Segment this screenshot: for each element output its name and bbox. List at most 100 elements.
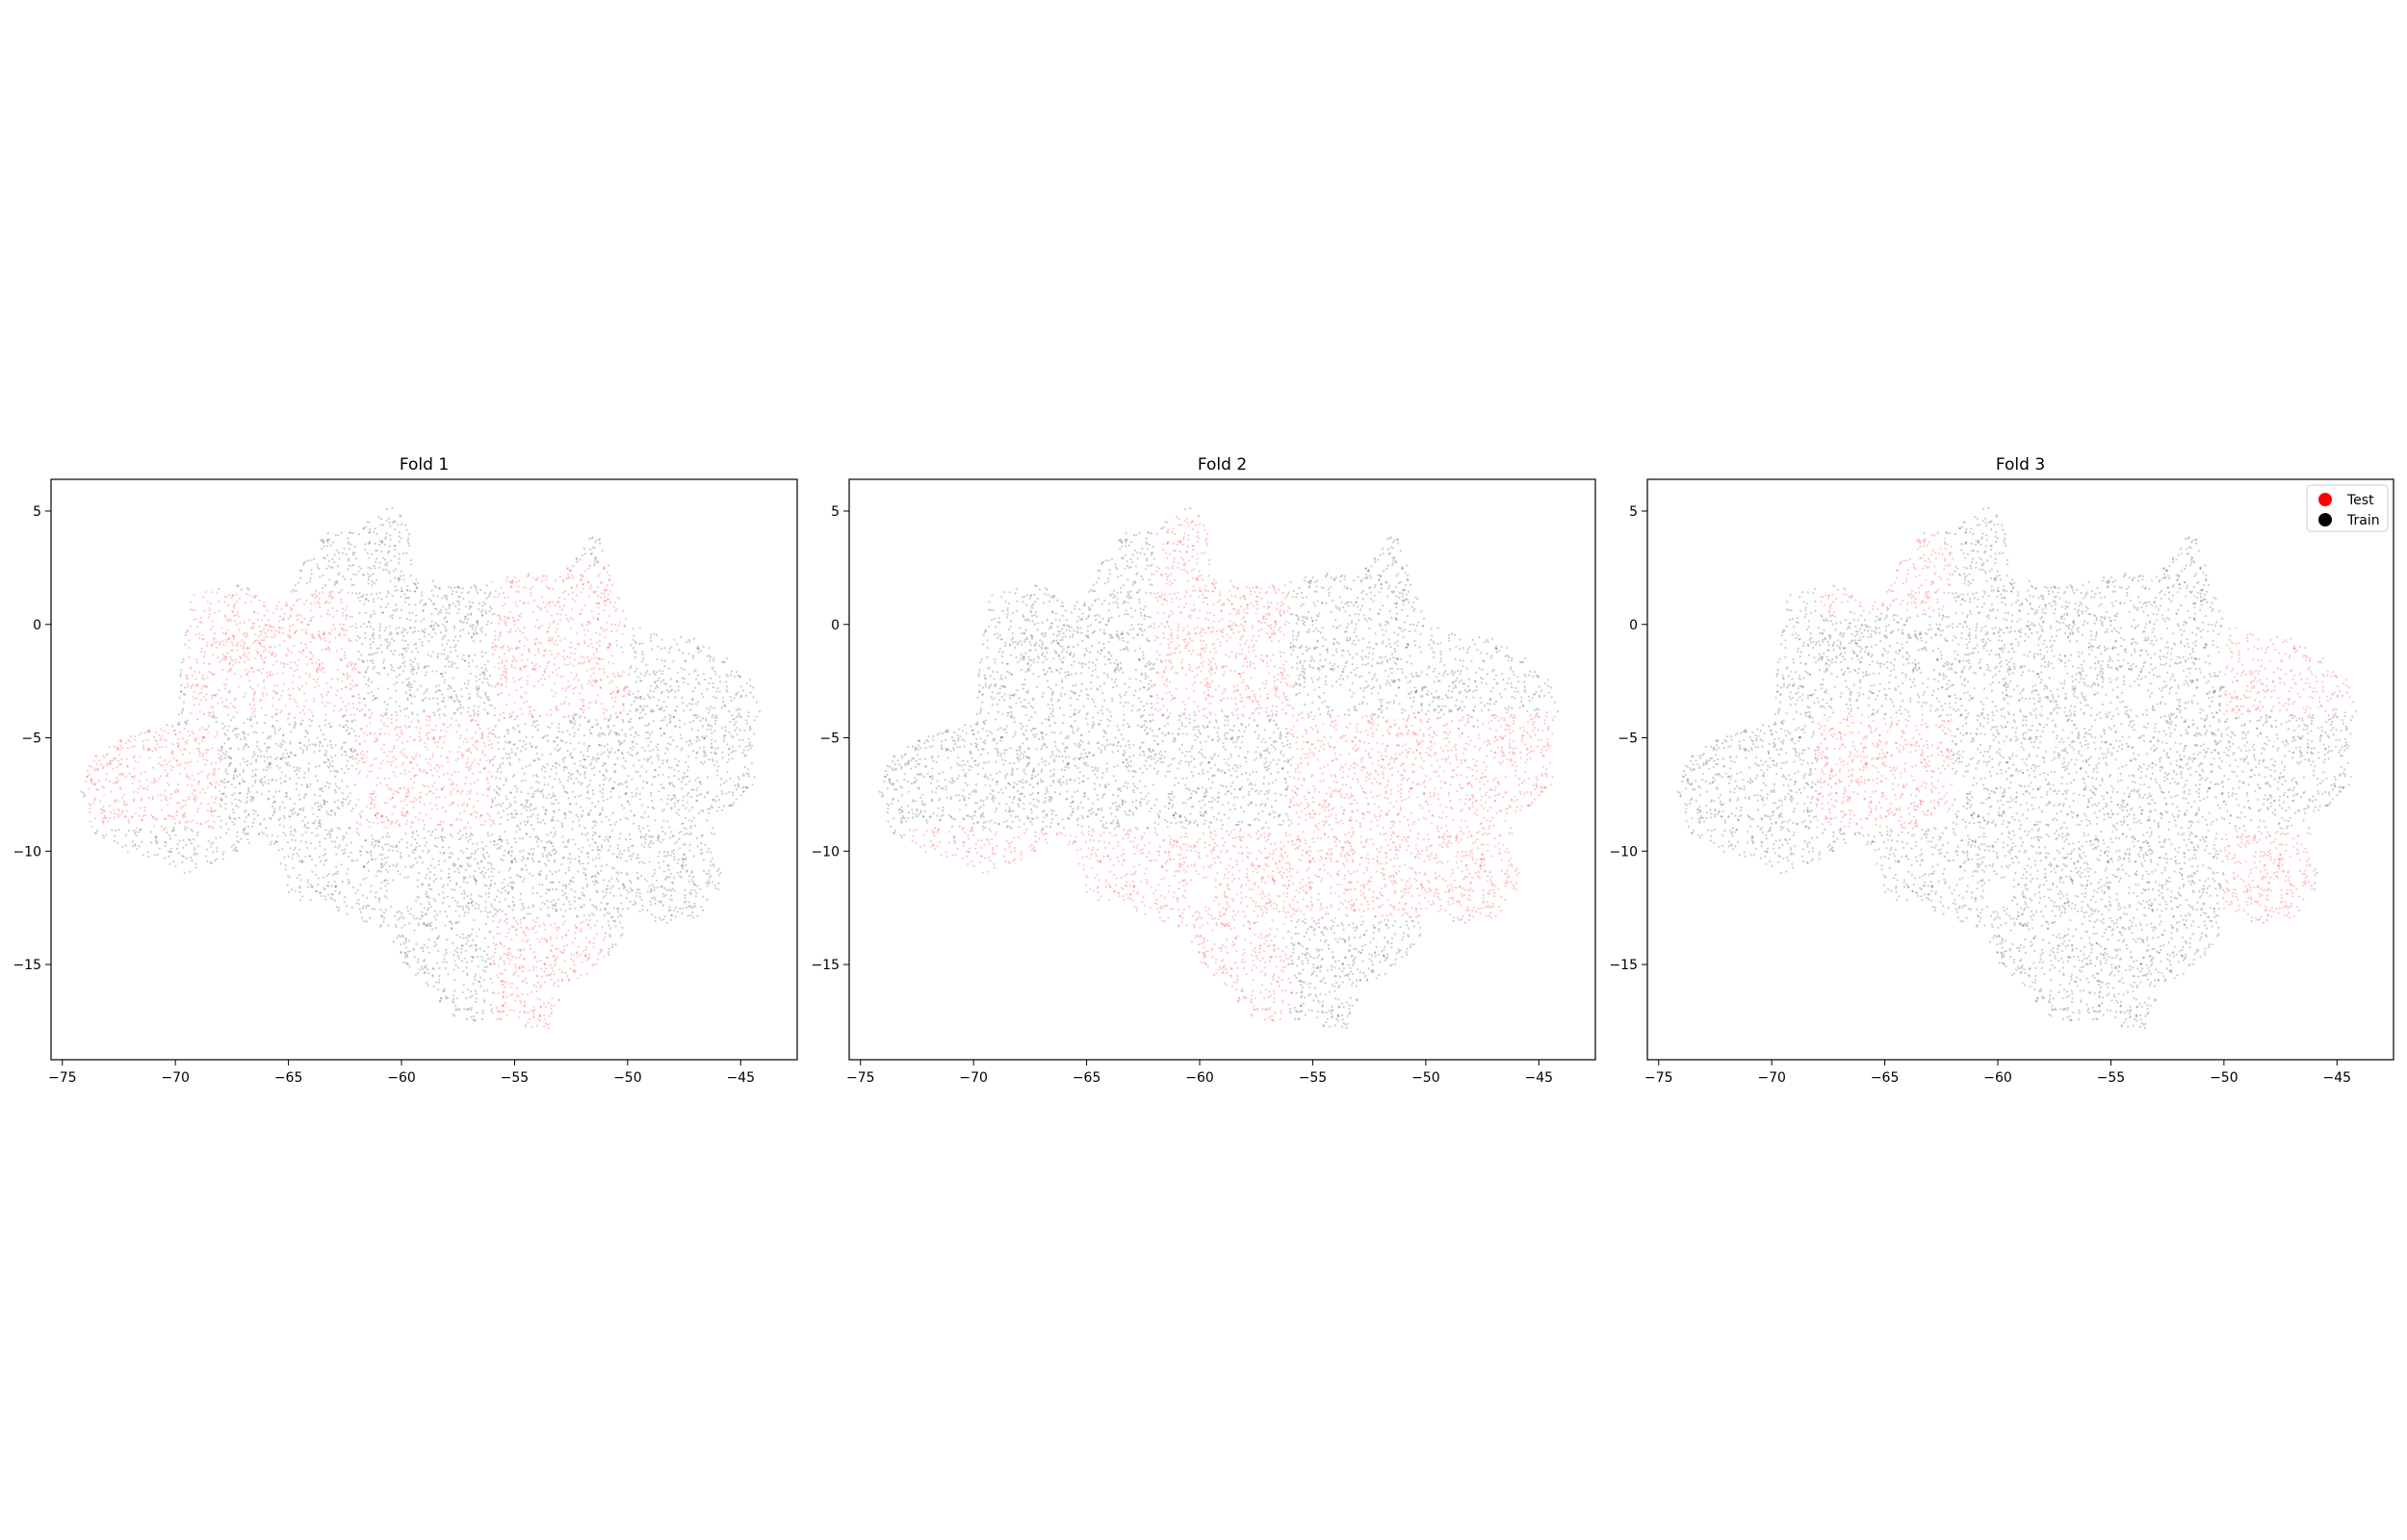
train-point [512, 882, 516, 885]
train-point [379, 517, 382, 521]
train-point [662, 679, 665, 681]
train-point [564, 886, 568, 889]
train-point [229, 817, 232, 820]
train-point [539, 870, 542, 873]
train-point [279, 746, 283, 749]
test-point [521, 939, 524, 942]
train-point [444, 634, 447, 637]
train-point [531, 792, 535, 796]
train-point [582, 765, 585, 768]
train-point [256, 814, 260, 817]
train-point [320, 823, 323, 826]
train-point [212, 841, 215, 844]
train-point [705, 882, 708, 885]
train-point [557, 763, 561, 766]
train-point [520, 812, 523, 815]
train-point [727, 758, 731, 761]
train-point [325, 859, 328, 861]
train-point [654, 915, 657, 919]
test-point [542, 1025, 546, 1028]
train-point [690, 871, 693, 874]
train-point [389, 697, 392, 700]
test-point [461, 757, 464, 759]
train-point [643, 811, 646, 814]
train-point [302, 796, 306, 799]
train-point [303, 825, 306, 828]
train-point [593, 831, 596, 834]
train-point [382, 524, 385, 526]
train-point [375, 696, 378, 700]
train-point [619, 894, 623, 897]
train-point [395, 675, 399, 679]
train-point [737, 691, 739, 694]
train-point [461, 695, 464, 698]
train-point [557, 749, 560, 752]
train-point [479, 871, 482, 874]
train-point [642, 657, 645, 660]
train-point [498, 736, 501, 739]
test-point [224, 705, 227, 707]
train-point [385, 835, 388, 838]
train-point [385, 879, 388, 882]
train-point [599, 790, 602, 793]
train-point [373, 582, 375, 585]
train-point [748, 743, 752, 747]
train-point [651, 806, 654, 809]
train-point [284, 757, 287, 759]
train-point [554, 904, 557, 907]
train-point [471, 842, 475, 846]
train-point [499, 778, 502, 781]
train-point [379, 887, 382, 890]
test-point [311, 636, 314, 639]
train-point [580, 751, 582, 754]
train-point [359, 850, 362, 853]
train-point [193, 853, 195, 856]
train-point [435, 685, 438, 688]
train-point [529, 853, 531, 856]
test-point [102, 765, 105, 768]
train-point [126, 850, 129, 853]
train-point [415, 614, 418, 617]
train-point [225, 751, 228, 754]
train-point [453, 700, 455, 703]
train-point [422, 967, 425, 970]
train-point [399, 872, 401, 876]
test-point [251, 596, 254, 599]
train-point [658, 677, 660, 680]
train-point [702, 696, 705, 699]
train-point [337, 807, 340, 810]
train-point [645, 781, 648, 783]
train-point [432, 602, 435, 605]
train-point [638, 895, 642, 899]
train-point [194, 866, 197, 869]
train-point [322, 574, 324, 577]
train-point [295, 787, 298, 790]
train-point [373, 530, 375, 533]
train-point [319, 740, 322, 743]
train-point [473, 705, 477, 707]
train-point [455, 997, 458, 1000]
train-point [304, 855, 307, 859]
train-point [373, 598, 375, 601]
train-point [660, 706, 663, 708]
train-point [678, 837, 681, 841]
train-point [95, 832, 98, 834]
train-point [473, 633, 476, 636]
train-point [443, 989, 446, 992]
train-point [594, 556, 597, 559]
train-point [615, 733, 618, 736]
train-point [427, 830, 430, 833]
train-point [266, 737, 269, 740]
train-point [500, 771, 503, 774]
train-point [400, 855, 402, 858]
train-point [493, 867, 496, 870]
train-point [341, 849, 344, 852]
train-point [573, 732, 577, 734]
train-point [663, 886, 666, 889]
train-point [598, 835, 601, 838]
test-point [331, 590, 334, 593]
train-point [652, 709, 655, 712]
train-point [629, 690, 632, 693]
train-point [477, 965, 479, 968]
train-point [268, 797, 271, 800]
